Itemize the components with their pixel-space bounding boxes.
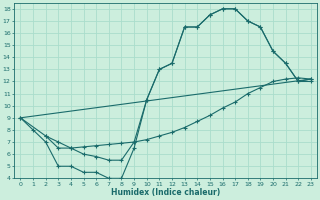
X-axis label: Humidex (Indice chaleur): Humidex (Indice chaleur) [111,188,220,197]
